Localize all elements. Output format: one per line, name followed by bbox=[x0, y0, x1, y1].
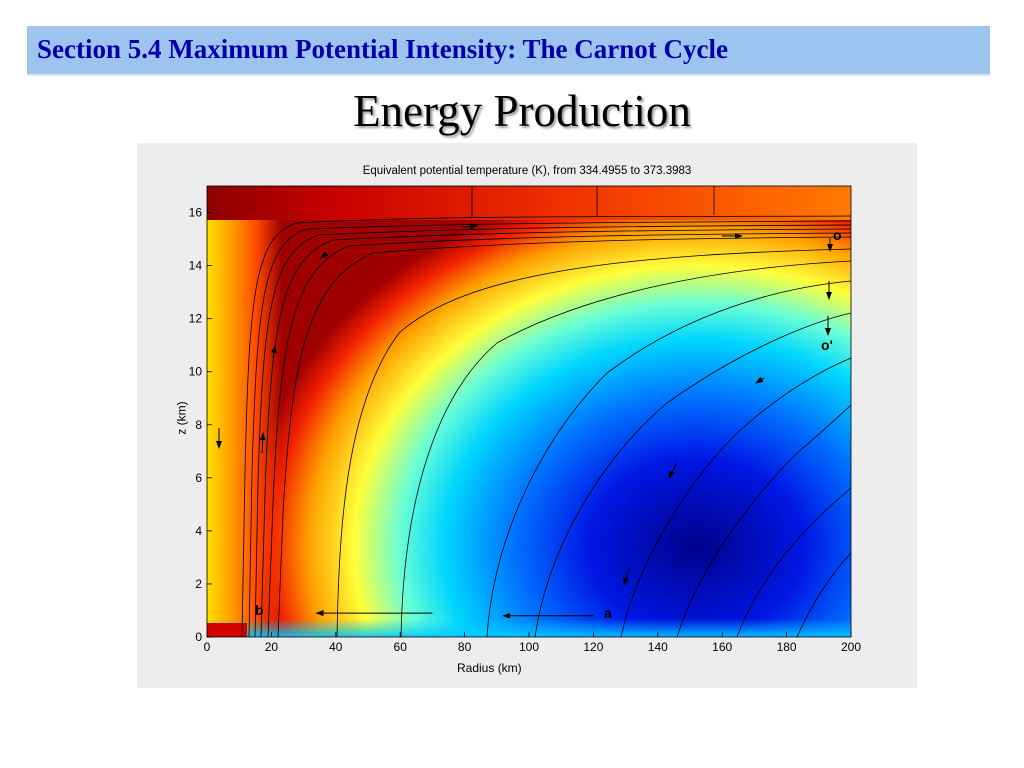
contour-line-11 bbox=[620, 357, 852, 638]
contour-line-7 bbox=[336, 248, 852, 638]
x-tick-label: 180 bbox=[777, 640, 797, 654]
x-tick-label: 60 bbox=[394, 640, 408, 654]
x-tick-label: 160 bbox=[712, 640, 732, 654]
plot-frame bbox=[206, 185, 852, 638]
section-title: Section 5.4 Maximum Potential Intensity:… bbox=[37, 34, 728, 64]
x-tick-label: 80 bbox=[458, 640, 472, 654]
x-tick-label: 200 bbox=[841, 640, 861, 654]
flow-arrow-return-3 bbox=[623, 567, 630, 586]
flow-arrow-return-1 bbox=[755, 376, 765, 384]
y-tick-label: 10 bbox=[189, 365, 203, 379]
section-header-bar: Section 5.4 Maximum Potential Intensity:… bbox=[27, 26, 990, 76]
flow-arrow-eyewall-up-1 bbox=[259, 432, 266, 454]
contour-line-5 bbox=[267, 232, 852, 638]
x-axis-label: Radius (km) bbox=[457, 661, 522, 675]
y-tick-label: 4 bbox=[195, 524, 202, 538]
point-label-o-prime: o' bbox=[821, 337, 833, 353]
contour-line-4 bbox=[260, 228, 852, 638]
contour-line-3 bbox=[254, 224, 852, 638]
x-tick-label: 140 bbox=[648, 640, 668, 654]
contour-line-6 bbox=[277, 236, 852, 638]
x-tick-label: 120 bbox=[583, 640, 603, 654]
point-label-a: a bbox=[604, 605, 612, 621]
heatmap-eyewall-warm-band bbox=[207, 214, 282, 637]
y-tick-label: 12 bbox=[189, 312, 203, 326]
contour-line-14 bbox=[796, 552, 852, 638]
y-tick-label: 2 bbox=[195, 577, 202, 591]
heatmap-boundary-layer bbox=[207, 619, 851, 637]
contour-line-9 bbox=[486, 280, 852, 638]
flow-arrow-outflow-2 bbox=[461, 223, 478, 230]
contour-line-8 bbox=[400, 260, 852, 638]
y-axis-label: z (km) bbox=[174, 401, 189, 435]
contour-line-10 bbox=[534, 312, 852, 638]
contour-line-13 bbox=[736, 487, 852, 638]
flow-arrow-outflow-1 bbox=[320, 251, 329, 259]
chart-svg: 0 20 40 60 80 100 120 140 160 180 200 0 2 4 6 8 10 12 14 16 bbox=[189, 185, 861, 654]
contour-line-12 bbox=[676, 404, 852, 638]
chart-title: Equivalent potential temperature (K), fr… bbox=[362, 165, 692, 177]
x-tick-label: 20 bbox=[265, 640, 279, 654]
heatmap-outflow-warm-band bbox=[207, 186, 851, 220]
chart-figure: Equivalent potential temperature (K), fr… bbox=[137, 143, 917, 688]
flow-arrow-return-2 bbox=[668, 462, 678, 479]
heatmap-eye-corner bbox=[207, 623, 247, 637]
y-tick-label: 0 bbox=[195, 630, 202, 644]
y-tick-label: 16 bbox=[189, 206, 203, 220]
heatmap-plot-area bbox=[207, 186, 851, 637]
contour-line-2 bbox=[248, 220, 852, 638]
y-tick-label: 6 bbox=[195, 471, 202, 485]
contour-line-1 bbox=[241, 215, 852, 638]
point-label-o: o bbox=[833, 227, 842, 243]
x-tick-label: 0 bbox=[204, 640, 211, 654]
y-tick-label: 14 bbox=[189, 259, 203, 273]
x-tick-label: 40 bbox=[329, 640, 343, 654]
x-tick-label: 100 bbox=[519, 640, 539, 654]
flow-arrow-eyewall-up-2 bbox=[270, 345, 277, 359]
y-tick-label: 8 bbox=[195, 418, 202, 432]
point-label-b: b bbox=[255, 602, 264, 618]
slide-title: Energy Production bbox=[353, 86, 691, 136]
